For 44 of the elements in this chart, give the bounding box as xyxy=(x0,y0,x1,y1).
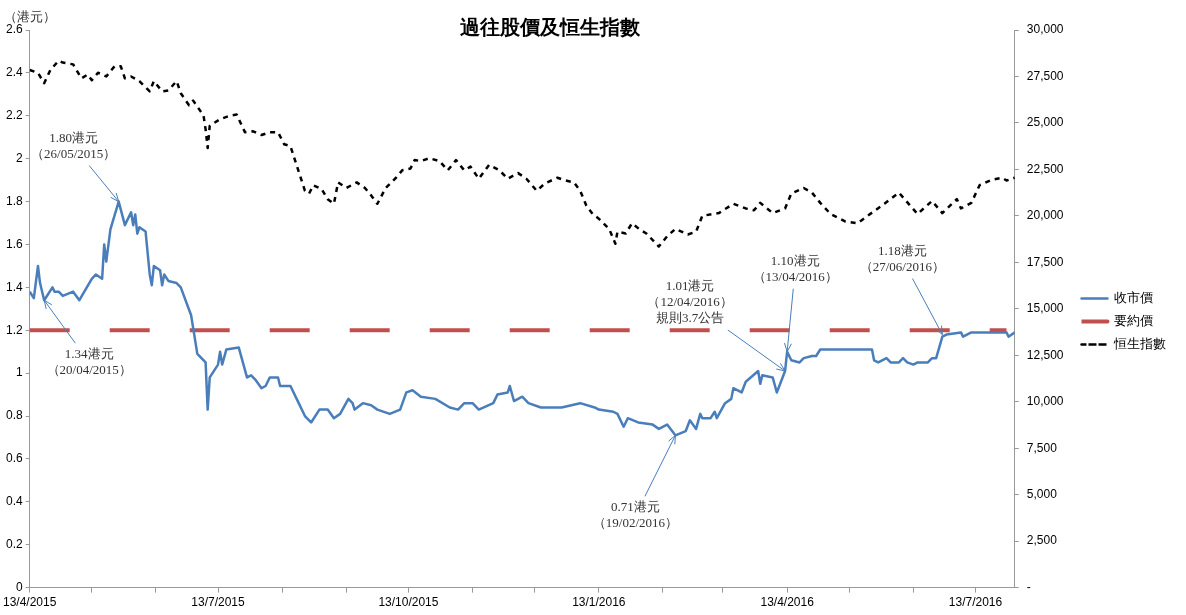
y2-tick-label: 25,000 xyxy=(1026,115,1064,130)
y2-tick-label: 30,000 xyxy=(1026,22,1064,37)
y-tick-label: 2.4 xyxy=(6,65,24,80)
y2-tick-label: 27,500 xyxy=(1026,68,1064,83)
x-tick-label: 13/7/2015 xyxy=(191,595,246,610)
y-tick-label: 1.6 xyxy=(6,236,24,251)
annotation: 1.34港元（20/04/2015） xyxy=(46,345,132,377)
y2-tick-label: - xyxy=(1026,579,1031,594)
x-tick-label: 13/4/2015 xyxy=(3,595,57,610)
y-tick-label: 0.2 xyxy=(6,537,24,552)
y-tick-label: 2.2 xyxy=(6,108,24,123)
annotation: 1.01港元（12/04/2016）規則3.7公告 xyxy=(647,278,733,326)
y2-tick-label: 7,500 xyxy=(1026,440,1058,455)
y2-tick-label: 10,000 xyxy=(1026,394,1064,409)
y-tick-label: 2 xyxy=(16,150,23,165)
x-tick-label: 13/7/2016 xyxy=(948,595,1003,610)
chart-title: 過往股價及恒生指數 xyxy=(460,16,640,38)
y2-tick-label: 2,500 xyxy=(1026,533,1058,548)
annotation: 1.10港元（13/04/2016） xyxy=(752,253,838,285)
y2-tick-label: 12,500 xyxy=(1026,347,1064,362)
y-tick-label: 1.4 xyxy=(6,279,24,294)
y2-tick-label: 15,000 xyxy=(1026,301,1064,316)
annotation: 1.80港元（26/05/2015） xyxy=(31,129,117,161)
y-tick-label: 0.4 xyxy=(6,494,24,509)
x-tick-label: 13/4/2016 xyxy=(760,595,815,610)
y-axis-title: （港元） xyxy=(4,8,56,25)
y2-tick-label: 17,500 xyxy=(1026,254,1064,269)
y2-tick-label: 22,500 xyxy=(1026,161,1064,176)
y-tick-label: 1 xyxy=(16,365,23,380)
y-tick-label: 0 xyxy=(16,579,23,594)
legend-label: 收市價 xyxy=(1114,289,1153,305)
legend-label: 恒生指數 xyxy=(1113,335,1166,351)
y-tick-label: 0.8 xyxy=(6,408,24,423)
y-tick-label: 1.2 xyxy=(6,322,24,337)
y-tick-label: 2.6 xyxy=(6,22,24,37)
x-tick-label: 13/10/2015 xyxy=(378,595,439,610)
annotation: 1.18港元（27/06/2016） xyxy=(859,242,945,274)
annotation: 0.71港元（19/02/2016） xyxy=(592,498,679,530)
legend-label: 要約價 xyxy=(1114,312,1153,328)
y2-tick-label: 20,000 xyxy=(1026,208,1064,223)
x-tick-label: 13/1/2016 xyxy=(572,595,626,610)
y-tick-label: 1.8 xyxy=(6,193,24,208)
y-tick-label: 0.6 xyxy=(6,451,24,466)
y2-tick-label: 5,000 xyxy=(1026,486,1058,501)
